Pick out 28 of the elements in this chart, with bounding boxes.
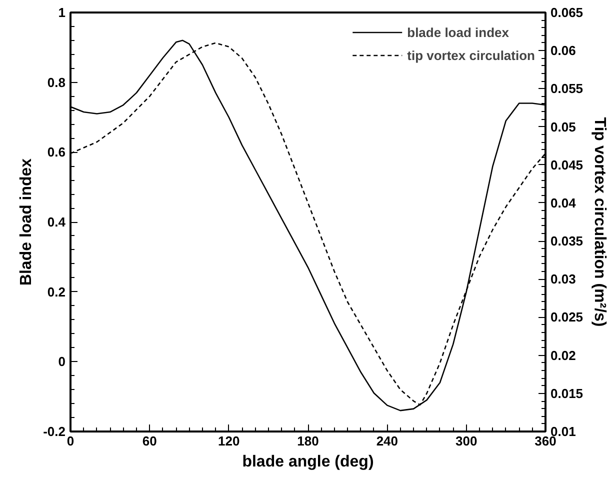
x-tick-label: 180 xyxy=(297,434,319,448)
y2-tick-label: 0.055 xyxy=(550,81,584,96)
x-tick-label: 60 xyxy=(142,434,157,448)
x-tick-label: 300 xyxy=(455,434,478,448)
legend-label: blade load index xyxy=(407,24,509,40)
y2-tick-label: 0.065 xyxy=(550,5,584,20)
x-tick-label: 240 xyxy=(376,434,398,448)
y2-tick-label: 0.05 xyxy=(550,119,576,134)
y-axis-title: Blade load index xyxy=(18,158,36,286)
y2-axis-title: Tip vortex circulation (m²/s) xyxy=(591,117,608,327)
y-tick-label: -0.2 xyxy=(43,424,66,439)
y2-tick-label: 0.04 xyxy=(550,195,577,210)
y2-tick-label: 0.02 xyxy=(550,348,576,363)
x-tick-label: 120 xyxy=(218,434,240,448)
y-tick-label: 0 xyxy=(58,354,66,370)
y2-tick-label: 0.03 xyxy=(550,272,576,287)
y-tick-label: 0.8 xyxy=(47,74,66,90)
y2-tick-label: 0.015 xyxy=(550,386,584,401)
y-tick-label: 0.4 xyxy=(47,214,66,230)
y2-tick-label: 0.06 xyxy=(550,43,576,58)
y2-tick-label: 0.035 xyxy=(550,234,584,249)
y-tick-label: 0.6 xyxy=(47,144,66,160)
y2-tick-label: 0.025 xyxy=(550,310,584,325)
legend-label: tip vortex circulation xyxy=(407,48,535,62)
y2-tick-label: 0.045 xyxy=(550,157,584,172)
y-tick-label: 0.2 xyxy=(47,284,66,300)
y-tick-label: 1 xyxy=(58,5,66,20)
x-axis-title: blade angle (deg) xyxy=(242,454,374,470)
